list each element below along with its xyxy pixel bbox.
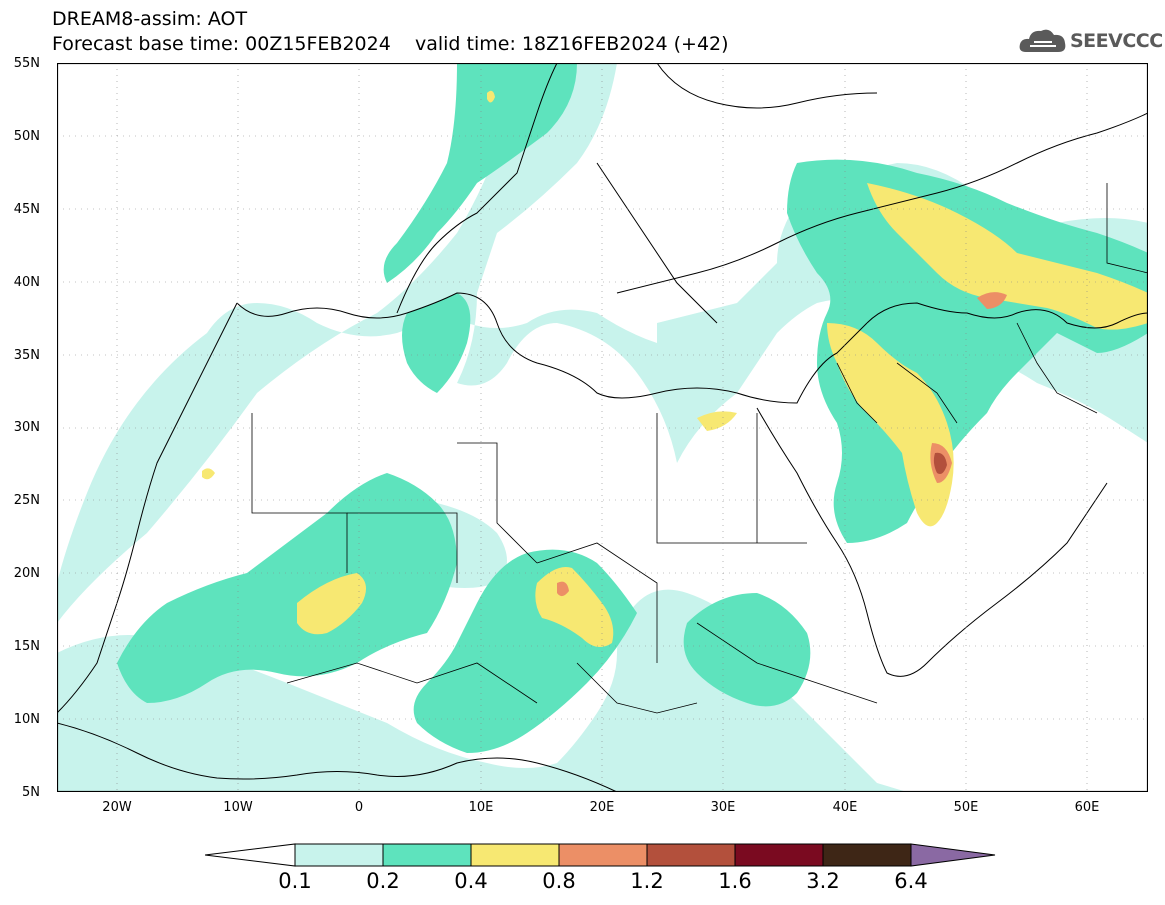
forecast-time-info: Forecast base time: 00Z15FEB2024 valid t… [52,33,729,55]
logo-text: SEEVCCC [1070,30,1163,52]
lon-label: 10E [468,800,494,815]
lat-label: 20N [13,566,40,581]
colorbar-label: 6.4 [894,869,928,893]
lat-label: 55N [13,56,40,71]
colorbar [205,843,996,867]
aot-field-0-2 [117,63,1148,753]
colorbar-swatch [734,843,824,867]
lon-label: 20W [102,800,132,815]
map-title: DREAM8-assim: AOT [52,8,248,30]
lat-label: 45N [13,202,40,217]
colorbar-swatch [382,843,472,867]
lon-label: 60E [1074,800,1100,815]
colorbar-swatch [470,843,560,867]
colorbar-label: 1.6 [718,869,752,893]
aot-field-1-2 [933,452,947,474]
aot-map [57,63,1148,792]
colorbar-arrow-low [205,843,296,867]
colorbar-label: 0.1 [278,869,312,893]
borders [251,183,1148,714]
colorbar-label: 0.4 [454,869,488,893]
lon-label: 50E [953,800,979,815]
lat-label: 35N [13,348,40,363]
lat-label: 15N [13,639,40,654]
lat-label: 25N [13,493,40,508]
lon-label: 10W [223,800,253,815]
lat-label: 5N [22,785,40,800]
colorbar-swatch [294,843,384,867]
lat-label: 40N [13,275,40,290]
colorbar-arrow-high [910,843,996,867]
lon-label: 30E [710,800,736,815]
cloud-logo-icon [1019,29,1066,52]
coastlines [57,63,1148,792]
seevccc-logo: SEEVCCC [1018,24,1163,58]
lon-label: 40E [832,800,858,815]
colorbar-label: 0.2 [366,869,400,893]
colorbar-label: 0.8 [542,869,576,893]
lon-label: 20E [589,800,615,815]
lon-label: 0 [354,800,364,815]
lat-label: 10N [13,712,40,727]
lat-label: 30N [13,420,40,435]
aot-field-0-4 [202,90,1148,647]
colorbar-swatch [646,843,736,867]
colorbar-swatch [822,843,912,867]
colorbar-label: 3.2 [806,869,840,893]
colorbar-label: 1.2 [630,869,664,893]
lat-label: 50N [13,129,40,144]
colorbar-swatch [558,843,648,867]
